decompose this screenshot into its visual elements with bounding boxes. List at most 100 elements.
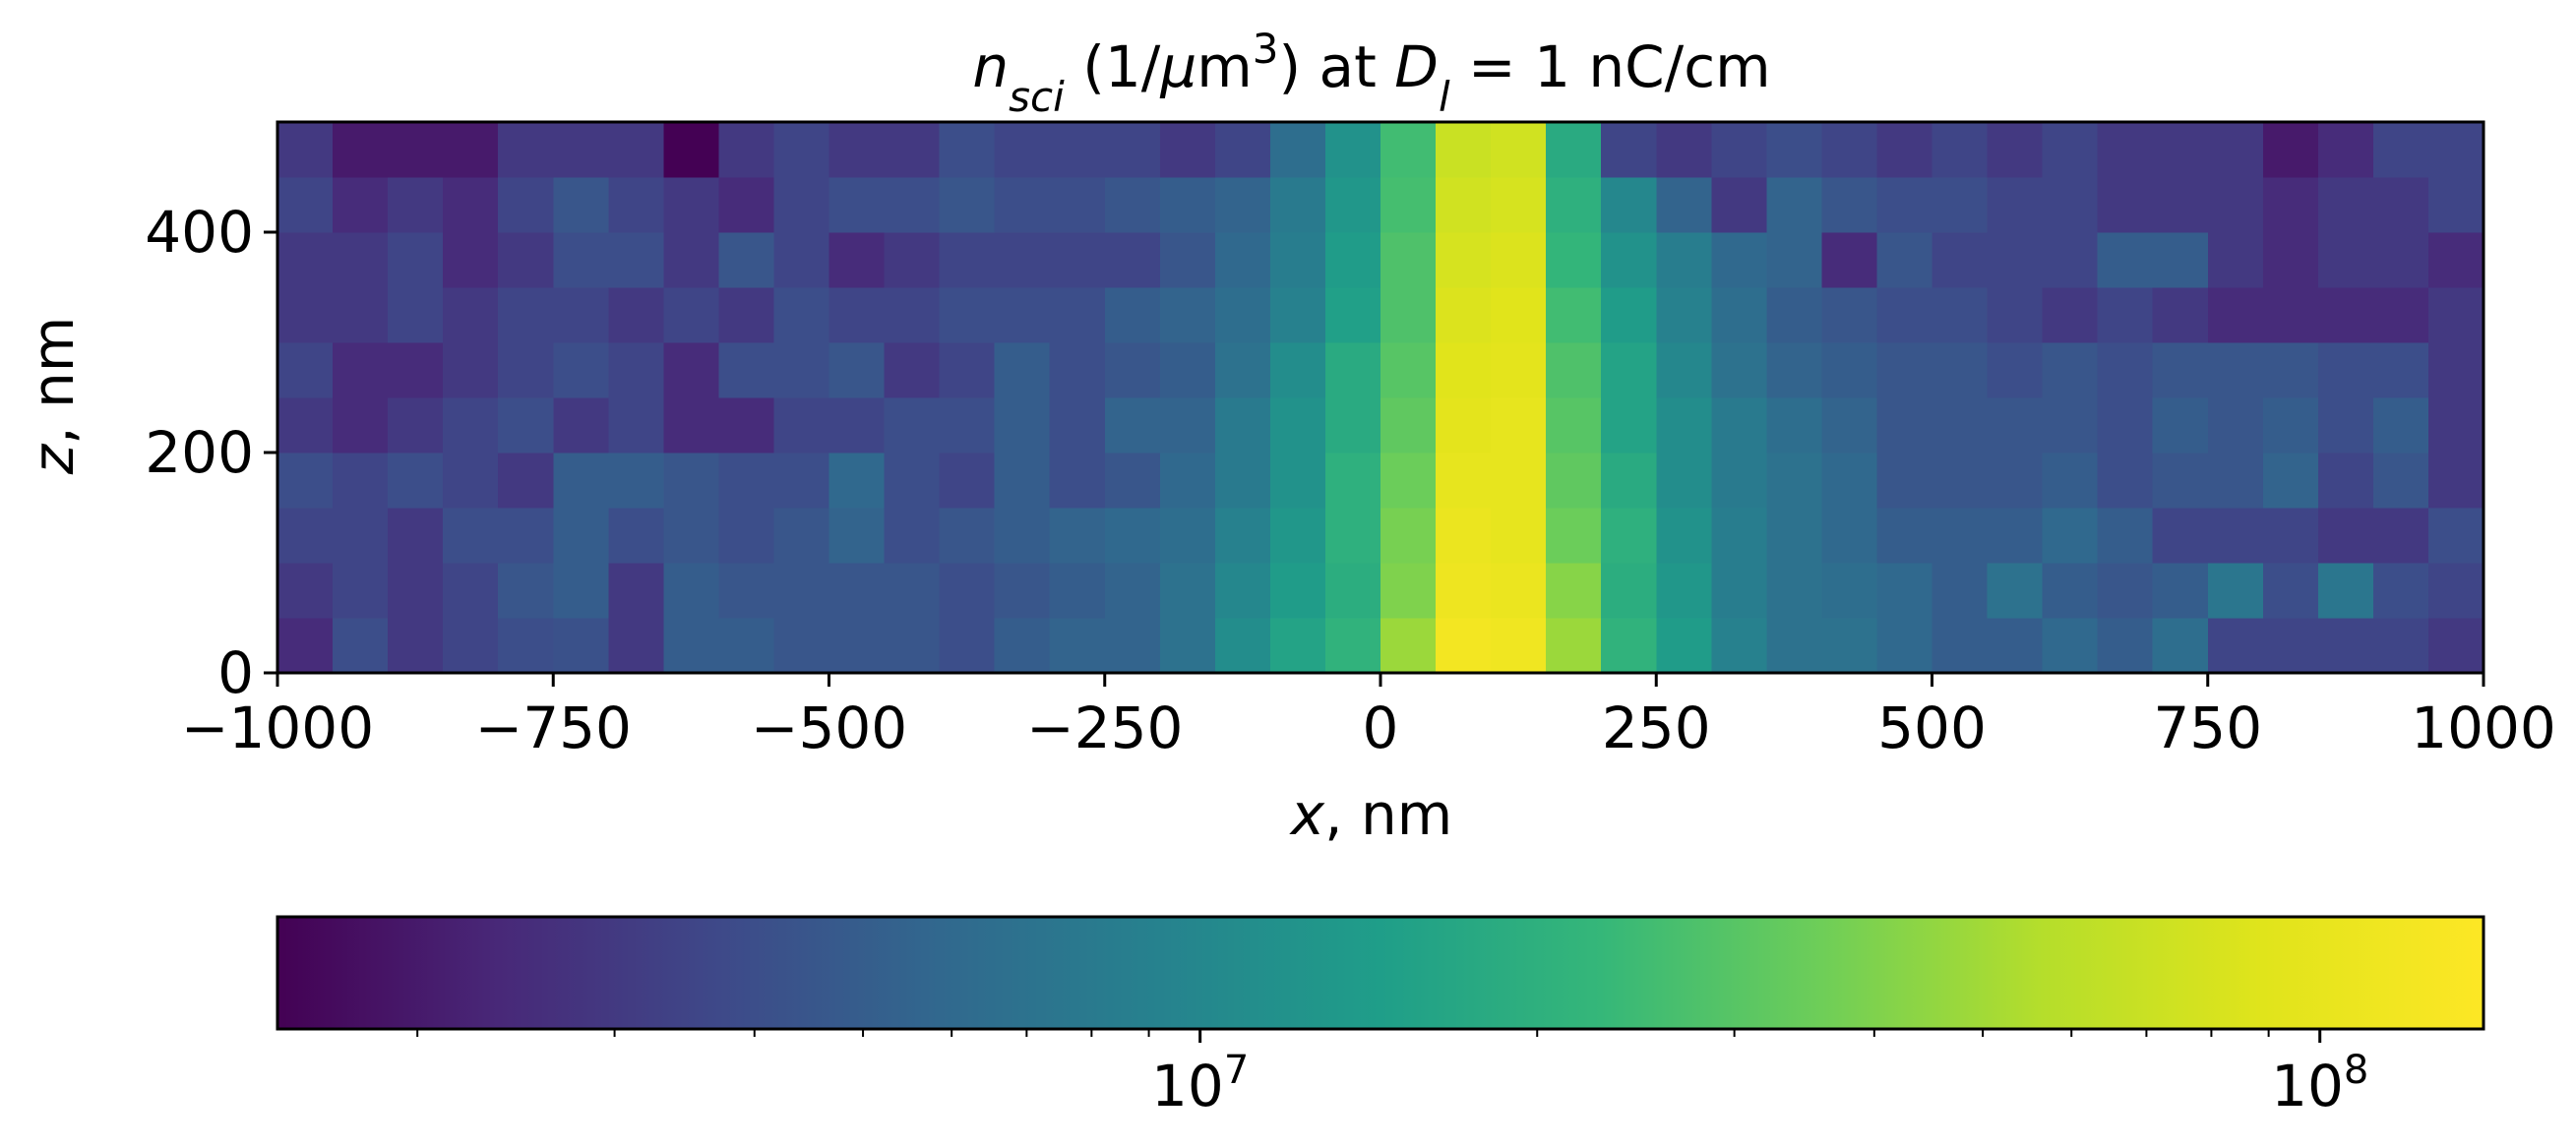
- heatmap-cell: [1987, 342, 2044, 398]
- heatmap-cell: [2042, 453, 2099, 509]
- heatmap-cell: [1436, 232, 1492, 288]
- heatmap-cell: [1821, 342, 1878, 398]
- heatmap-cell: [608, 563, 664, 619]
- heatmap-cell: [388, 177, 444, 233]
- y-axis-ticks: 0 200 400: [145, 199, 277, 706]
- heatmap-cell: [1766, 342, 1822, 398]
- heatmap-cell: [1821, 563, 1878, 619]
- heatmap-cell: [1656, 618, 1712, 674]
- heatmap-cell: [1932, 397, 1989, 453]
- heatmap-cell: [1214, 563, 1271, 619]
- heatmap-cell: [1269, 618, 1326, 674]
- heatmap-cell: [1049, 122, 1106, 178]
- heatmap-cell: [2097, 122, 2154, 178]
- heatmap-cell: [608, 122, 664, 178]
- heatmap-cell: [773, 342, 830, 398]
- heatmap-cell: [939, 177, 996, 233]
- heatmap-cell: [1546, 508, 1602, 564]
- x-axis-ticks: −1000 −750 −500 −250 0 250 500 750 1000: [181, 673, 2556, 761]
- heatmap-cell: [663, 342, 719, 398]
- heatmap-cell: [333, 122, 389, 178]
- heatmap-cell: [1324, 232, 1381, 288]
- heatmap-cell: [1987, 232, 2044, 288]
- heatmap-cell: [1711, 177, 1767, 233]
- heatmap-cell: [1104, 453, 1161, 509]
- heatmap-cell: [994, 397, 1051, 453]
- heatmap-cell: [884, 618, 941, 674]
- heatmap-cell: [1932, 508, 1989, 564]
- heatmap-cell: [1821, 508, 1878, 564]
- axis-unit: , nm: [1324, 781, 1452, 848]
- heatmap-cell: [2317, 563, 2374, 619]
- heatmap-cell: [1546, 287, 1602, 343]
- heatmap-cell: [2427, 122, 2484, 178]
- heatmap-cell: [1932, 232, 1989, 288]
- x-tick-label: −1000: [181, 695, 374, 761]
- heatmap-cell: [1601, 287, 1657, 343]
- heatmap-cell: [1766, 122, 1822, 178]
- heatmap-cell: [1656, 342, 1712, 398]
- heatmap-cell: [1656, 232, 1712, 288]
- heatmap-cell: [2152, 342, 2209, 398]
- heatmap-cell: [1436, 177, 1492, 233]
- heatmap-cell: [2317, 342, 2374, 398]
- title-part: D: [1394, 33, 1439, 100]
- heatmap-cell: [1932, 563, 1989, 619]
- heatmap-cell: [1159, 563, 1216, 619]
- heatmap-cell: [1876, 177, 1933, 233]
- heatmap-cell: [1269, 232, 1326, 288]
- heatmap-cell: [718, 177, 775, 233]
- heatmap-cell: [718, 122, 775, 178]
- heatmap-cell: [388, 232, 444, 288]
- heatmap-cell: [939, 232, 996, 288]
- colorbar-tick-label: 107: [1151, 1048, 1249, 1119]
- heatmap-cell: [1324, 287, 1381, 343]
- heatmap-cell: [1711, 618, 1767, 674]
- heatmap-cell: [277, 508, 334, 564]
- heatmap-cell: [828, 397, 886, 453]
- heatmap-cell: [2152, 453, 2209, 509]
- heatmap-cell: [388, 508, 444, 564]
- heatmap-cell: [884, 232, 941, 288]
- heatmap-cell: [1711, 563, 1767, 619]
- heatmap-cell: [1711, 122, 1767, 178]
- heatmap-cells: [277, 122, 2484, 674]
- heatmap-cell: [2372, 453, 2429, 509]
- heatmap-cell: [1491, 122, 1547, 178]
- heatmap-cell: [443, 122, 499, 178]
- heatmap-cell: [277, 563, 334, 619]
- x-tick-label: 500: [1877, 695, 1987, 761]
- heatmap-cell: [1491, 397, 1547, 453]
- heatmap-cell: [1491, 342, 1547, 398]
- heatmap-cell: [498, 177, 554, 233]
- heatmap-cell: [1269, 342, 1326, 398]
- x-tick-label: 250: [1602, 695, 1711, 761]
- heatmap-cell: [2372, 508, 2429, 564]
- heatmap-cell: [498, 397, 554, 453]
- heatmap-cell: [828, 122, 886, 178]
- heatmap-cell: [277, 287, 334, 343]
- heatmap-cell: [2372, 563, 2429, 619]
- heatmap-cell: [608, 618, 664, 674]
- heatmap-cell: [2097, 342, 2154, 398]
- heatmap-cell: [1876, 563, 1933, 619]
- heatmap-cell: [1491, 618, 1547, 674]
- heatmap-cell: [828, 563, 886, 619]
- heatmap-cell: [663, 177, 719, 233]
- heatmap-cell: [553, 508, 609, 564]
- title-part: (1/: [1065, 33, 1161, 100]
- title-part: 3: [1253, 25, 1279, 73]
- heatmap-cell: [828, 342, 886, 398]
- heatmap-cell: [773, 177, 830, 233]
- heatmap-cell: [1546, 342, 1602, 398]
- heatmap-cell: [1380, 342, 1437, 398]
- heatmap-cell: [1380, 397, 1437, 453]
- heatmap-cell: [1380, 232, 1437, 288]
- heatmap-cell: [2427, 397, 2484, 453]
- heatmap-cell: [2042, 618, 2099, 674]
- heatmap-cell: [1601, 508, 1657, 564]
- colorbar: [276, 915, 2485, 1031]
- heatmap-cell: [663, 618, 719, 674]
- heatmap-cell: [1159, 287, 1216, 343]
- heatmap-cell: [994, 563, 1051, 619]
